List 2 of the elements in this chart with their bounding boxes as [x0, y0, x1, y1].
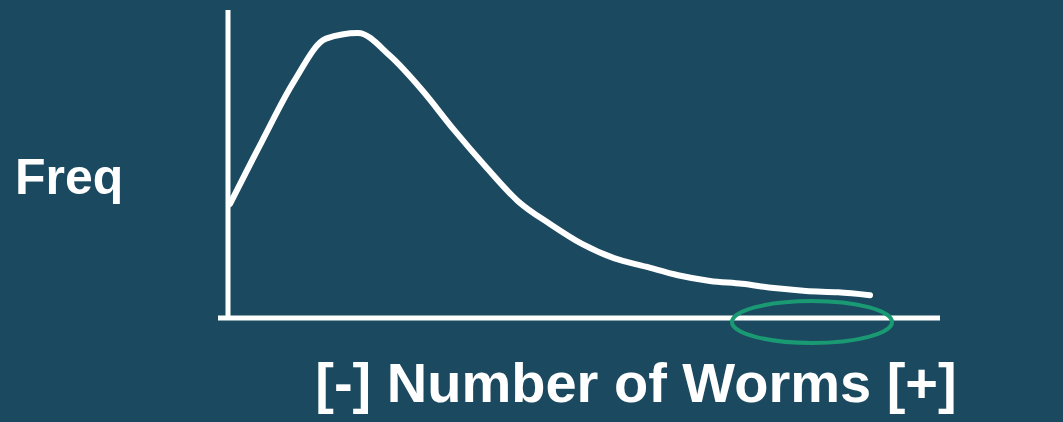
- y-axis-title: Freq: [15, 149, 124, 205]
- x-axis-title: [-] Number of Worms [+]: [315, 351, 957, 414]
